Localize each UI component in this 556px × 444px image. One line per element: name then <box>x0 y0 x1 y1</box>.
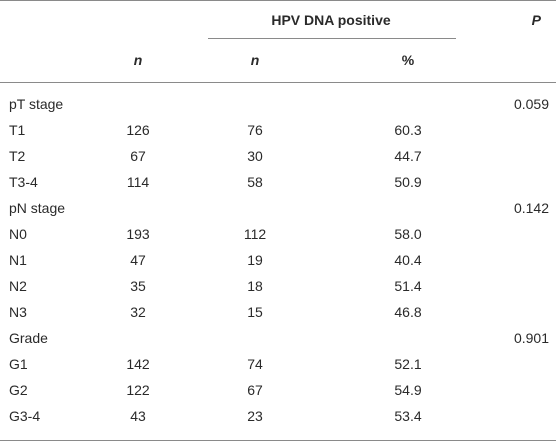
cell-n: 35 <box>130 278 146 294</box>
cell-n: 126 <box>126 122 150 138</box>
cell-n: 67 <box>130 148 146 164</box>
cell-hpv-n: 76 <box>247 122 263 138</box>
cell-hpv-n: 23 <box>247 408 263 424</box>
cell-n: 43 <box>130 408 146 424</box>
group-header-rule <box>208 38 456 39</box>
bottom-rule <box>0 440 556 441</box>
header-percent: % <box>401 52 415 68</box>
section-label: pT stage <box>9 96 64 112</box>
cell-percent: 58.0 <box>394 226 422 242</box>
row-label: N3 <box>9 304 27 320</box>
cell-percent: 50.9 <box>394 174 422 190</box>
row-label: N0 <box>9 226 27 242</box>
p-value: 0.142 <box>513 200 549 216</box>
row-label: G3-4 <box>9 408 41 424</box>
cell-n: 32 <box>130 304 146 320</box>
section-label: pN stage <box>9 200 66 216</box>
cell-hpv-n: 112 <box>243 226 267 242</box>
header-hpv-dna-positive: HPV DNA positive <box>271 12 391 28</box>
row-label: T1 <box>9 122 26 138</box>
cell-percent: 40.4 <box>394 252 422 268</box>
cell-hpv-n: 58 <box>247 174 263 190</box>
row-label: G1 <box>9 356 28 372</box>
cell-percent: 52.1 <box>394 356 422 372</box>
cell-percent: 60.3 <box>394 122 422 138</box>
header-n-positive: n <box>250 52 260 68</box>
header-p-value: P <box>531 12 541 28</box>
p-value: 0.901 <box>513 330 549 346</box>
cell-hpv-n: 19 <box>247 252 263 268</box>
top-rule <box>0 0 556 1</box>
cell-hpv-n: 67 <box>247 382 263 398</box>
row-label: T3-4 <box>9 174 38 190</box>
cell-percent: 51.4 <box>394 278 422 294</box>
cell-hpv-n: 15 <box>247 304 263 320</box>
row-label: N1 <box>9 252 27 268</box>
cell-hpv-n: 74 <box>247 356 263 372</box>
cell-percent: 46.8 <box>394 304 422 320</box>
cell-n: 47 <box>130 252 146 268</box>
cell-n: 122 <box>126 382 150 398</box>
section-label: Grade <box>9 330 48 346</box>
row-label: T2 <box>9 148 26 164</box>
cell-hpv-n: 30 <box>247 148 263 164</box>
cell-percent: 54.9 <box>394 382 422 398</box>
cell-hpv-n: 18 <box>247 278 263 294</box>
cell-n: 114 <box>126 174 150 190</box>
header-n-total: n <box>133 52 143 68</box>
cell-percent: 44.7 <box>394 148 422 164</box>
row-label: N2 <box>9 278 27 294</box>
cell-n: 142 <box>126 356 150 372</box>
cell-percent: 53.4 <box>394 408 422 424</box>
row-label: G2 <box>9 382 28 398</box>
cell-n: 193 <box>126 226 150 242</box>
p-value: 0.059 <box>513 96 549 112</box>
header-bottom-rule <box>0 82 556 83</box>
